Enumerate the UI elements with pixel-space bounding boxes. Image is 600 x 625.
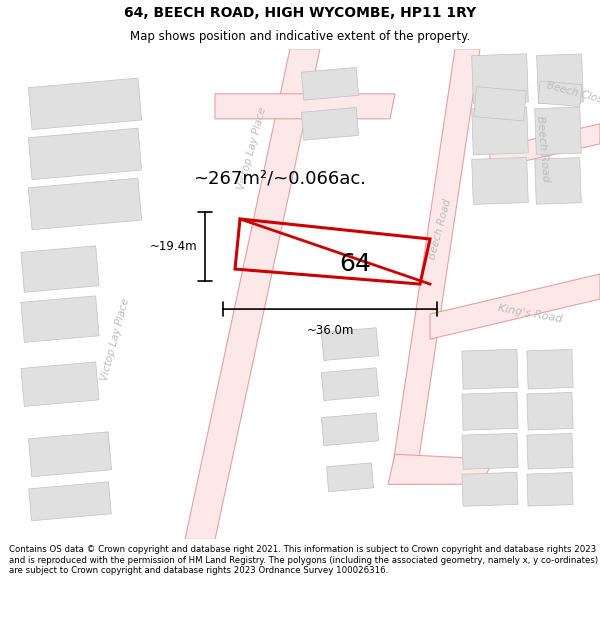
Polygon shape bbox=[322, 328, 379, 361]
Polygon shape bbox=[462, 392, 518, 430]
Text: Contains OS data © Crown copyright and database right 2021. This information is : Contains OS data © Crown copyright and d… bbox=[9, 545, 598, 575]
Polygon shape bbox=[388, 454, 495, 484]
Text: Beech Road: Beech Road bbox=[535, 116, 551, 182]
Polygon shape bbox=[326, 463, 374, 492]
Text: Victop Lay Place: Victop Lay Place bbox=[99, 297, 131, 382]
Polygon shape bbox=[474, 87, 526, 121]
Polygon shape bbox=[535, 158, 581, 204]
Polygon shape bbox=[472, 107, 528, 155]
Polygon shape bbox=[527, 392, 573, 430]
Text: ~267m²/~0.066ac.: ~267m²/~0.066ac. bbox=[193, 170, 367, 188]
Polygon shape bbox=[21, 296, 99, 343]
Polygon shape bbox=[536, 54, 583, 104]
Polygon shape bbox=[322, 413, 379, 446]
Polygon shape bbox=[28, 78, 142, 129]
Polygon shape bbox=[538, 81, 582, 107]
Text: Map shows position and indicative extent of the property.: Map shows position and indicative extent… bbox=[130, 30, 470, 43]
Polygon shape bbox=[390, 49, 480, 484]
Polygon shape bbox=[527, 472, 573, 506]
Polygon shape bbox=[301, 68, 359, 100]
Polygon shape bbox=[462, 472, 518, 506]
Polygon shape bbox=[462, 349, 518, 389]
Text: 64, BEECH ROAD, HIGH WYCOMBE, HP11 1RY: 64, BEECH ROAD, HIGH WYCOMBE, HP11 1RY bbox=[124, 6, 476, 20]
Polygon shape bbox=[28, 432, 112, 477]
Polygon shape bbox=[28, 128, 142, 179]
Polygon shape bbox=[490, 124, 600, 169]
Polygon shape bbox=[21, 246, 99, 292]
Polygon shape bbox=[430, 274, 600, 339]
Text: Beech Close: Beech Close bbox=[545, 81, 600, 107]
Text: Victop Lay Place: Victop Lay Place bbox=[236, 106, 268, 191]
Text: Beech Road: Beech Road bbox=[427, 198, 453, 260]
Text: 64: 64 bbox=[339, 252, 371, 276]
Polygon shape bbox=[472, 158, 528, 204]
Polygon shape bbox=[29, 482, 111, 521]
Polygon shape bbox=[535, 107, 581, 154]
Text: ~19.4m: ~19.4m bbox=[149, 240, 197, 253]
Polygon shape bbox=[28, 178, 142, 230]
Polygon shape bbox=[462, 433, 518, 469]
Polygon shape bbox=[322, 368, 379, 401]
Polygon shape bbox=[472, 54, 529, 104]
Polygon shape bbox=[21, 362, 99, 406]
Text: ~36.0m: ~36.0m bbox=[307, 324, 353, 337]
Text: King's Road: King's Road bbox=[497, 304, 563, 324]
Polygon shape bbox=[301, 107, 359, 140]
Polygon shape bbox=[527, 434, 573, 469]
Polygon shape bbox=[527, 349, 573, 389]
Polygon shape bbox=[185, 49, 320, 539]
Polygon shape bbox=[215, 94, 395, 119]
